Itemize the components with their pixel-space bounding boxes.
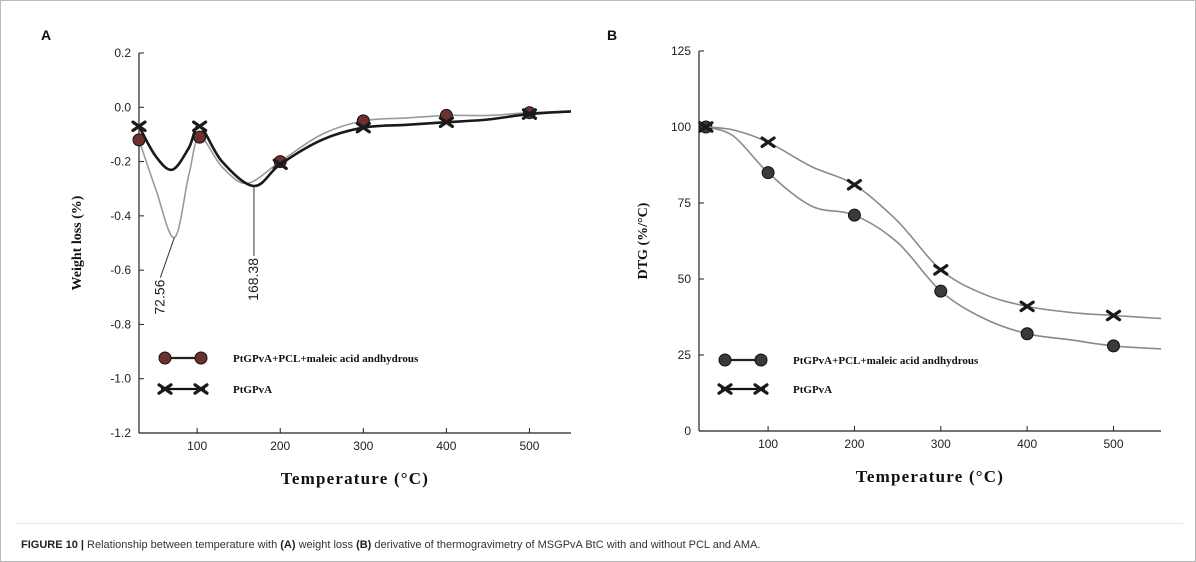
legend-marker xyxy=(718,353,732,367)
series-line-2 xyxy=(705,126,1162,320)
series-1-point xyxy=(847,208,861,222)
y-tick-label: -0.4 xyxy=(110,209,131,223)
series-2-point xyxy=(846,178,863,191)
y-tick-label: 0 xyxy=(684,424,691,438)
series-2-point xyxy=(521,108,538,120)
y-tick-label: 100 xyxy=(671,120,691,134)
series-2-point xyxy=(933,264,949,276)
legend-label: PtGPvA+PCL+maleic acid andhydrous xyxy=(233,353,419,365)
series-1-point xyxy=(1107,339,1121,353)
caption-divider xyxy=(15,523,1183,524)
caption-a-tag: (A) xyxy=(280,539,296,551)
y-tick-label: 25 xyxy=(678,348,692,362)
legend-label: PtGPvA+PCL+maleic acid andhydrous xyxy=(793,355,979,367)
x-tick-label: 300 xyxy=(931,437,951,451)
annotation-label: 72.56 xyxy=(151,279,167,314)
x-tick-label: 500 xyxy=(1103,437,1123,451)
chart-a: 0.2 0.0 -0.2 -0.4 -0.6 -0.8 -1.0 -1.2 100 200 300 4… xyxy=(70,46,572,488)
series-2-point xyxy=(1105,309,1122,322)
series-2-point xyxy=(192,120,208,133)
y-tick-label: 50 xyxy=(678,272,692,286)
caption-pre: Relationship between temperature with xyxy=(83,539,281,551)
panel-a-letter: A xyxy=(41,27,52,43)
caption-a-text: weight loss xyxy=(295,539,357,551)
series-line-1 xyxy=(705,126,1162,350)
x-tick-label: 100 xyxy=(758,437,778,451)
x-axis-title: Temperature (°C) xyxy=(856,467,1004,486)
series-1-point xyxy=(1020,327,1034,341)
series-2-point xyxy=(698,121,714,133)
legend-label: PtGPvA xyxy=(233,384,272,396)
x-tick-label: 500 xyxy=(519,439,539,453)
y-axis-title: Weight loss (%) xyxy=(70,195,85,290)
x-tick-label: 300 xyxy=(353,439,373,453)
y-tick-label: 75 xyxy=(678,196,692,210)
series-2-point xyxy=(131,120,147,133)
series-2-point xyxy=(760,136,776,148)
y-tick-label: 125 xyxy=(671,44,691,58)
legend-marker xyxy=(753,383,769,395)
x-tick-label: 200 xyxy=(844,437,864,451)
annotation-label: 168.38 xyxy=(245,258,261,301)
caption-label: FIGURE 10 | xyxy=(21,539,84,551)
legend-marker xyxy=(158,351,172,365)
x-tick-label: 400 xyxy=(1017,437,1037,451)
chart-b: 0 25 50 75 100 125 100 200 300 400 500 Temperature … xyxy=(636,44,1162,486)
legend-marker xyxy=(157,383,173,395)
series-2-point xyxy=(438,116,454,129)
x-tick-label: 400 xyxy=(436,439,456,453)
series-2-point xyxy=(272,158,288,171)
legend-marker xyxy=(194,351,208,365)
y-axis-title: DTG (%/°C) xyxy=(636,202,651,279)
x-tick-label: 100 xyxy=(187,439,207,453)
panel-b-letter: B xyxy=(607,27,618,43)
annotation-leader xyxy=(159,237,175,278)
y-tick-label: -0.8 xyxy=(110,317,131,331)
series-2-point xyxy=(355,121,371,134)
y-tick-label: -0.2 xyxy=(110,155,131,169)
series-1-point xyxy=(761,166,775,180)
y-tick-label: -1.0 xyxy=(110,372,131,386)
y-tick-label: 0.0 xyxy=(114,100,131,114)
y-tick-label: 0.2 xyxy=(114,46,131,60)
x-axis-title: Temperature (°C) xyxy=(281,469,429,488)
y-tick-label: -0.6 xyxy=(110,263,131,277)
caption-b-tag: (B) xyxy=(356,539,372,551)
x-tick-label: 200 xyxy=(270,439,290,453)
caption-b-text: derivative of thermogravimetry of MSGPvA… xyxy=(371,539,761,551)
legend-marker xyxy=(754,353,768,367)
legend-label: PtGPvA xyxy=(793,384,832,396)
y-tick-label: -1.2 xyxy=(110,426,131,440)
legend-marker xyxy=(717,383,733,395)
series-2-point xyxy=(1019,300,1035,313)
legend-marker xyxy=(193,383,209,395)
figure-caption: FIGURE 10 | Relationship between tempera… xyxy=(21,539,760,551)
series-1-point xyxy=(934,284,948,298)
